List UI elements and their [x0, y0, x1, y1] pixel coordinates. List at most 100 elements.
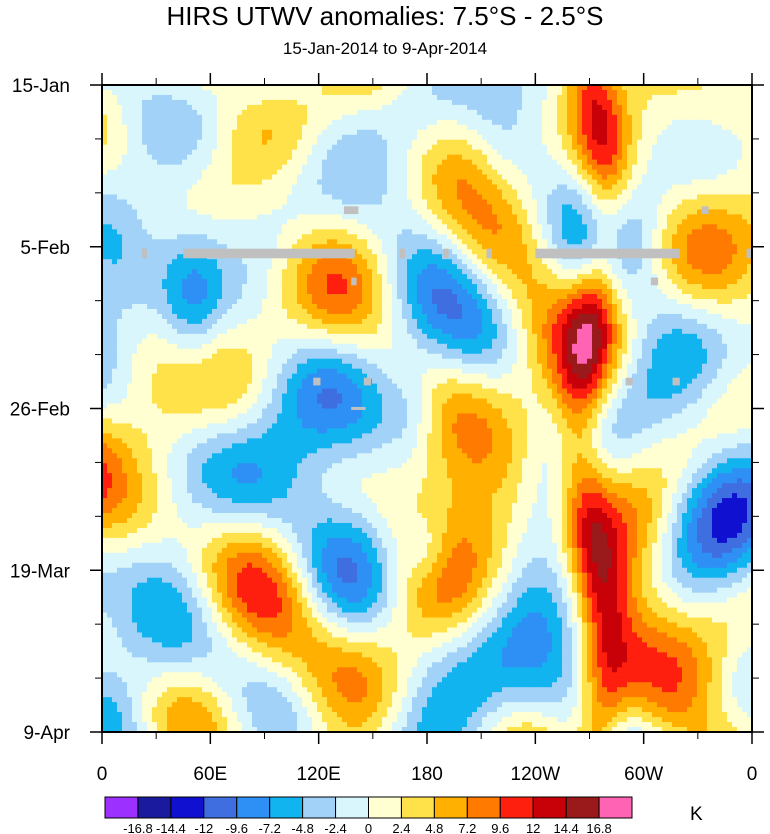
field-cell [602, 219, 608, 225]
field-cell [387, 229, 393, 235]
field-cell [612, 199, 618, 206]
field-cell [547, 85, 553, 91]
field-cell [542, 124, 548, 131]
field-cell [247, 104, 253, 111]
field-cell [487, 104, 493, 111]
field-cell [352, 129, 358, 136]
field-cell [657, 139, 663, 146]
field-cell [242, 214, 248, 220]
field-cell [287, 144, 293, 151]
field-cell [722, 154, 728, 161]
field-cell [742, 159, 748, 166]
field-cell [532, 179, 538, 186]
field-cell [382, 239, 388, 245]
field-cell [567, 179, 573, 186]
field-cell [382, 174, 388, 181]
field-cell [672, 119, 678, 126]
field-cell [687, 179, 693, 186]
field-cell [407, 264, 413, 270]
field-cell [587, 124, 593, 131]
field-cell [692, 254, 698, 260]
field-cell [387, 269, 393, 275]
field-cell [332, 269, 338, 275]
field-cell [182, 224, 188, 230]
field-cell [472, 179, 478, 186]
field-cell [462, 124, 468, 131]
field-cell [127, 229, 133, 235]
field-cell [392, 264, 398, 270]
field-cell [107, 94, 113, 101]
field-cell [522, 104, 528, 111]
field-cell [297, 104, 303, 111]
field-cell [527, 159, 533, 166]
field-cell [212, 99, 218, 106]
field-cell [112, 199, 118, 206]
field-cell [727, 109, 733, 116]
field-cell [202, 149, 208, 156]
field-cell [462, 85, 468, 91]
field-cell [502, 144, 508, 151]
field-cell [282, 129, 288, 136]
field-cell [632, 204, 638, 211]
field-cell [147, 184, 153, 191]
field-cell [582, 124, 588, 131]
field-cell [467, 204, 473, 211]
field-cell [462, 214, 468, 220]
field-cell [712, 109, 718, 116]
field-cell [162, 204, 168, 211]
field-cell [242, 199, 248, 206]
field-cell [142, 214, 148, 220]
field-cell [172, 149, 178, 156]
field-cell [162, 94, 168, 101]
field-cell [332, 124, 338, 131]
field-cell [467, 89, 473, 96]
field-cell [687, 174, 693, 181]
field-cell [152, 114, 158, 121]
field-cell [342, 224, 348, 230]
field-cell [692, 179, 698, 186]
field-cell [387, 109, 393, 116]
field-cell [297, 264, 303, 270]
field-cell [742, 239, 748, 245]
field-cell [602, 234, 608, 240]
field-cell [192, 174, 198, 181]
field-cell [727, 194, 733, 201]
field-cell [607, 214, 613, 220]
field-cell [507, 124, 513, 131]
field-cell [692, 219, 698, 225]
field-cell [307, 204, 313, 211]
field-cell [267, 169, 273, 176]
field-cell [597, 129, 603, 136]
field-cell [627, 89, 633, 96]
field-cell [317, 139, 323, 146]
field-cell [227, 234, 233, 240]
field-cell [492, 259, 498, 265]
field-cell [227, 85, 233, 91]
field-cell [282, 189, 288, 196]
field-cell [192, 134, 198, 141]
field-cell [327, 159, 333, 166]
field-cell [272, 204, 278, 211]
field-cell [697, 159, 703, 166]
field-cell [497, 129, 503, 136]
field-cell [497, 214, 503, 220]
field-cell [692, 184, 698, 191]
field-cell [382, 234, 388, 240]
field-cell [387, 159, 393, 166]
field-cell [747, 94, 752, 101]
field-cell [487, 194, 493, 201]
field-cell [112, 159, 118, 166]
field-cell [597, 169, 603, 176]
field-cell [132, 194, 138, 201]
field-cell [107, 109, 113, 116]
field-cell [272, 194, 278, 201]
field-cell [167, 254, 173, 260]
field-cell [237, 119, 243, 126]
field-cell [722, 244, 728, 250]
field-cell [432, 224, 438, 230]
field-cell [202, 234, 208, 240]
field-cell [607, 89, 613, 96]
field-cell [692, 229, 698, 235]
field-cell [637, 259, 643, 265]
field-cell [222, 164, 228, 171]
